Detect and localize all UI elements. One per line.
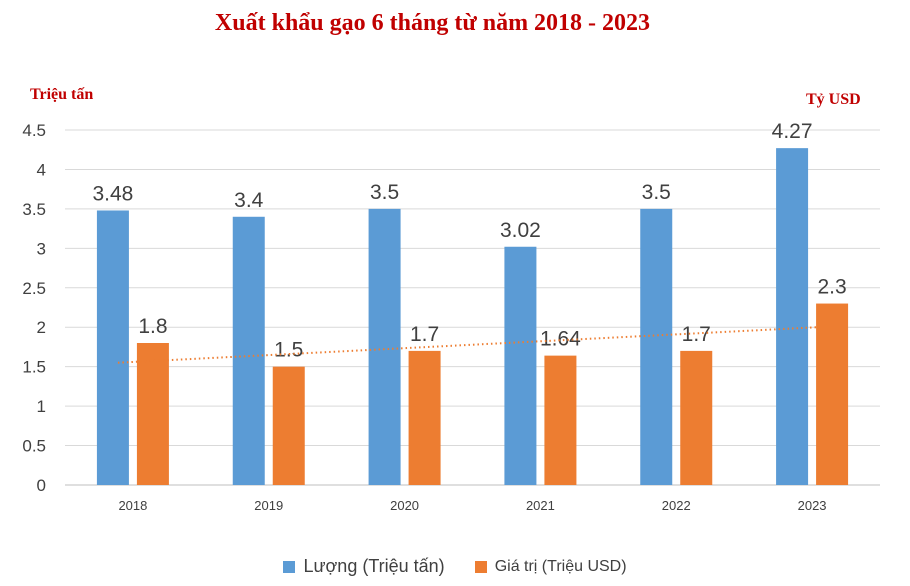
bar-gia-tri <box>544 355 577 485</box>
x-tick-label: 2018 <box>118 498 147 513</box>
y-tick-label: 1 <box>37 397 46 416</box>
data-label: 3.02 <box>500 219 541 242</box>
bar-luong <box>640 208 673 485</box>
data-label: 4.27 <box>772 120 813 143</box>
data-label: 1.5 <box>274 339 303 362</box>
x-tick-label: 2023 <box>798 498 827 513</box>
x-tick-label: 2021 <box>526 498 555 513</box>
x-tick-label: 2019 <box>254 498 283 513</box>
legend-label-gia-tri: Giá trị (Triệu USD) <box>494 557 627 575</box>
data-label: 3.4 <box>234 189 264 212</box>
legend-item-luong: Lượng (Triệu tấn) <box>283 556 445 577</box>
y-tick-label: 1.5 <box>22 358 46 377</box>
data-label: 1.8 <box>138 315 167 338</box>
legend-label-luong: Lượng (Triệu tấn) <box>303 556 445 576</box>
data-label: 1.7 <box>682 323 711 346</box>
bar-luong <box>504 246 537 485</box>
bar-gia-tri <box>272 366 305 485</box>
legend-swatch-luong <box>283 560 296 573</box>
y-tick-label: 4 <box>37 160 46 179</box>
y-tick-label: 4.5 <box>22 121 46 140</box>
bar-gia-tri <box>136 343 169 485</box>
bar-luong <box>96 210 129 485</box>
data-label: 2.3 <box>817 276 846 299</box>
y-tick-label: 3.5 <box>22 200 46 219</box>
y-tick-label: 0.5 <box>22 437 46 456</box>
y-tick-label: 2.5 <box>22 279 46 298</box>
data-label: 3.5 <box>642 181 671 204</box>
x-tick-label: 2022 <box>662 498 691 513</box>
data-label: 3.5 <box>370 181 399 204</box>
legend: Lượng (Triệu tấn) Giá trị (Triệu USD) <box>0 556 910 577</box>
bar-luong <box>368 208 401 485</box>
bar-gia-tri <box>816 303 849 485</box>
y-tick-label: 3 <box>37 239 46 258</box>
left-axis-unit: Triệu tấn <box>30 86 94 103</box>
x-tick-label: 2020 <box>390 498 419 513</box>
y-tick-label: 2 <box>37 318 46 337</box>
chart-title: Xuất khẩu gạo 6 tháng từ năm 2018 - 2023 <box>214 10 651 36</box>
bar-gia-tri <box>680 350 713 485</box>
data-label: 1.64 <box>540 328 581 351</box>
bar-luong <box>776 148 809 485</box>
data-label: 1.7 <box>410 323 439 346</box>
right-axis-unit: Tỷ USD <box>806 91 861 108</box>
y-tick-label: 0 <box>37 476 46 495</box>
legend-swatch-gia-tri <box>474 560 487 573</box>
bar-gia-tri <box>408 350 441 485</box>
data-label: 3.48 <box>92 182 133 205</box>
bar-luong <box>232 216 265 485</box>
legend-item-gia-tri: Giá trị (Triệu USD) <box>474 556 627 577</box>
